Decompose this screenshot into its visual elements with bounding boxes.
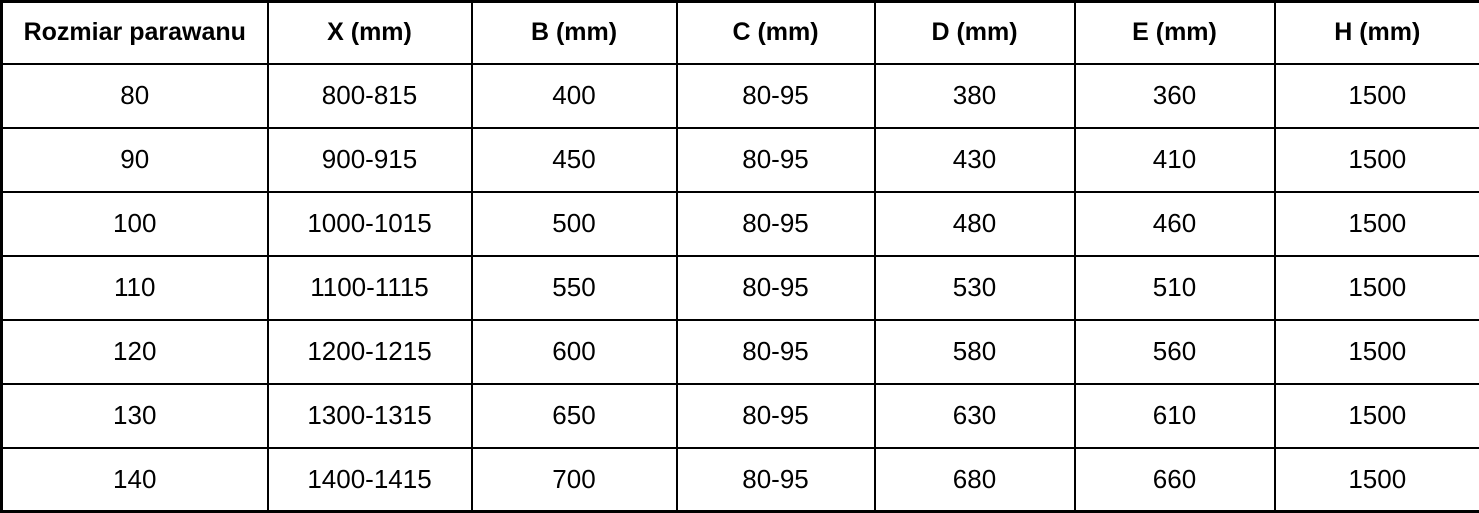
table-cell: 600 xyxy=(470,318,678,385)
table-cell: 100 xyxy=(0,190,269,257)
table-cell: 80-95 xyxy=(675,254,876,321)
table-cell: 1400-1415 xyxy=(266,446,473,513)
table-cell: 800-815 xyxy=(266,62,473,129)
table-cell: 360 xyxy=(1073,62,1276,129)
table-row: 130 1300-1315 650 80-95 630 610 1500 xyxy=(0,382,1479,449)
table-cell: 140 xyxy=(0,446,269,513)
table-cell: 80-95 xyxy=(675,446,876,513)
table-cell: 1100-1115 xyxy=(266,254,473,321)
table-cell: 1500 xyxy=(1273,382,1479,449)
table-cell: 80-95 xyxy=(675,62,876,129)
table-cell: 380 xyxy=(873,62,1076,129)
table-cell: 80-95 xyxy=(675,126,876,193)
table-cell: 1200-1215 xyxy=(266,318,473,385)
table-row: 100 1000-1015 500 80-95 480 460 1500 xyxy=(0,190,1479,257)
table-cell: 680 xyxy=(873,446,1076,513)
table-cell: 900-915 xyxy=(266,126,473,193)
column-header-e-mm: E (mm) xyxy=(1073,0,1276,65)
column-header-x-mm: X (mm) xyxy=(266,0,473,65)
column-header-b-mm: B (mm) xyxy=(470,0,678,65)
table-cell: 1500 xyxy=(1273,254,1479,321)
table-cell: 1500 xyxy=(1273,318,1479,385)
table-cell: 1500 xyxy=(1273,126,1479,193)
table-row: 140 1400-1415 700 80-95 680 660 1500 xyxy=(0,446,1479,513)
table-row: 120 1200-1215 600 80-95 580 560 1500 xyxy=(0,318,1479,385)
table-cell: 1500 xyxy=(1273,62,1479,129)
table-row: 80 800-815 400 80-95 380 360 1500 xyxy=(0,62,1479,129)
table-cell: 500 xyxy=(470,190,678,257)
table-cell: 400 xyxy=(470,62,678,129)
table-cell: 110 xyxy=(0,254,269,321)
column-header-rozmiar-parawanu: Rozmiar parawanu xyxy=(0,0,269,65)
table-cell: 80-95 xyxy=(675,382,876,449)
table-cell: 1500 xyxy=(1273,190,1479,257)
table-cell: 650 xyxy=(470,382,678,449)
table-cell: 610 xyxy=(1073,382,1276,449)
table-cell: 80 xyxy=(0,62,269,129)
table-cell: 120 xyxy=(0,318,269,385)
table-row: 90 900-915 450 80-95 430 410 1500 xyxy=(0,126,1479,193)
table-cell: 450 xyxy=(470,126,678,193)
table-row: 110 1100-1115 550 80-95 530 510 1500 xyxy=(0,254,1479,321)
table-cell: 90 xyxy=(0,126,269,193)
table-cell: 410 xyxy=(1073,126,1276,193)
table-cell: 550 xyxy=(470,254,678,321)
table-cell: 80-95 xyxy=(675,190,876,257)
header-row: Rozmiar parawanu X (mm) B (mm) C (mm) D … xyxy=(0,0,1479,65)
table-cell: 80-95 xyxy=(675,318,876,385)
column-header-c-mm: C (mm) xyxy=(675,0,876,65)
table-cell: 1300-1315 xyxy=(266,382,473,449)
table-cell: 630 xyxy=(873,382,1076,449)
table-cell: 510 xyxy=(1073,254,1276,321)
table-cell: 580 xyxy=(873,318,1076,385)
table-cell: 1000-1015 xyxy=(266,190,473,257)
table-cell: 430 xyxy=(873,126,1076,193)
table-cell: 1500 xyxy=(1273,446,1479,513)
table-cell: 560 xyxy=(1073,318,1276,385)
table-cell: 480 xyxy=(873,190,1076,257)
column-header-h-mm: H (mm) xyxy=(1273,0,1479,65)
table-cell: 130 xyxy=(0,382,269,449)
column-header-d-mm: D (mm) xyxy=(873,0,1076,65)
table-cell: 460 xyxy=(1073,190,1276,257)
table-cell: 530 xyxy=(873,254,1076,321)
table-cell: 700 xyxy=(470,446,678,513)
table-cell: 660 xyxy=(1073,446,1276,513)
